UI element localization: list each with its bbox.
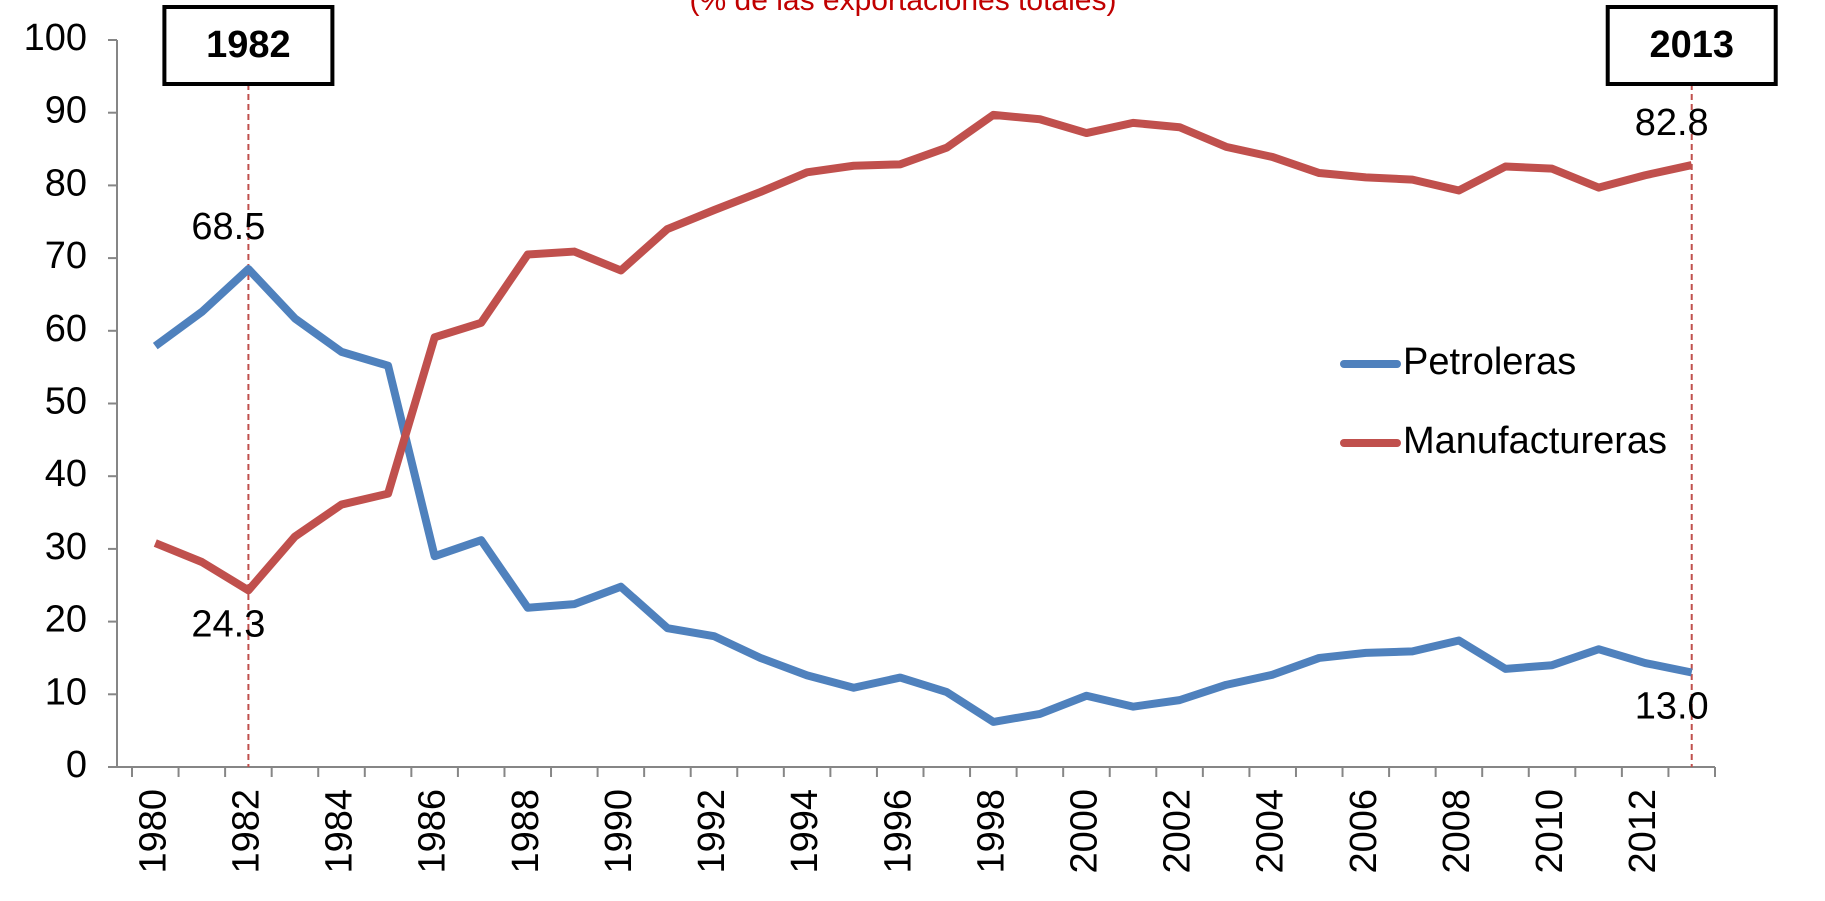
x-tick-label: 1992 [691, 789, 733, 874]
data-label: 13.0 [1635, 686, 1709, 728]
x-tick-label: 1990 [598, 789, 640, 874]
y-tick-label: 90 [45, 90, 87, 132]
y-tick-label: 40 [45, 453, 87, 495]
y-tick-label: 60 [45, 308, 87, 350]
x-tick-label: 1982 [225, 789, 267, 874]
y-tick-label: 70 [45, 235, 87, 277]
series-line [152, 265, 1693, 726]
x-tick-label: 1988 [505, 789, 547, 874]
x-tick-label: 1994 [784, 789, 826, 874]
x-tick-label: 2002 [1157, 789, 1199, 874]
y-tick-label: 10 [45, 671, 87, 713]
y-tick-label: 0 [66, 744, 87, 786]
x-tick-label: 2012 [1622, 789, 1664, 874]
data-label: 24.3 [191, 603, 265, 645]
x-tick-label: 2000 [1063, 789, 1105, 874]
y-tick-label: 50 [45, 381, 87, 423]
y-tick-label: 80 [45, 162, 87, 204]
annotation-text: 1982 [206, 24, 291, 66]
annotation-text: 2013 [1649, 24, 1734, 66]
data-label: 68.5 [191, 206, 265, 248]
y-tick-label: 20 [45, 599, 87, 641]
legend-label: Petroleras [1403, 341, 1576, 383]
x-tick-label: 2004 [1250, 789, 1292, 874]
annotation-box [162, 5, 335, 86]
annotation-box [1605, 5, 1778, 86]
series-line [153, 110, 1693, 595]
x-tick-label: 1998 [970, 789, 1012, 874]
chart-subtitle: (% de las exportaciones totales) [690, 0, 1117, 17]
x-tick-label: 1984 [319, 789, 361, 874]
x-tick-label: 1996 [877, 789, 919, 874]
x-tick-label: 2010 [1529, 789, 1571, 874]
x-tick-label: 2006 [1343, 789, 1385, 874]
x-tick-label: 1980 [132, 789, 174, 874]
legend-label: Manufactureras [1403, 420, 1667, 462]
x-tick-label: 1986 [412, 789, 454, 874]
y-tick-label: 100 [24, 17, 87, 59]
data-label: 82.8 [1635, 102, 1709, 144]
y-tick-label: 30 [45, 526, 87, 568]
x-tick-label: 2008 [1436, 789, 1478, 874]
